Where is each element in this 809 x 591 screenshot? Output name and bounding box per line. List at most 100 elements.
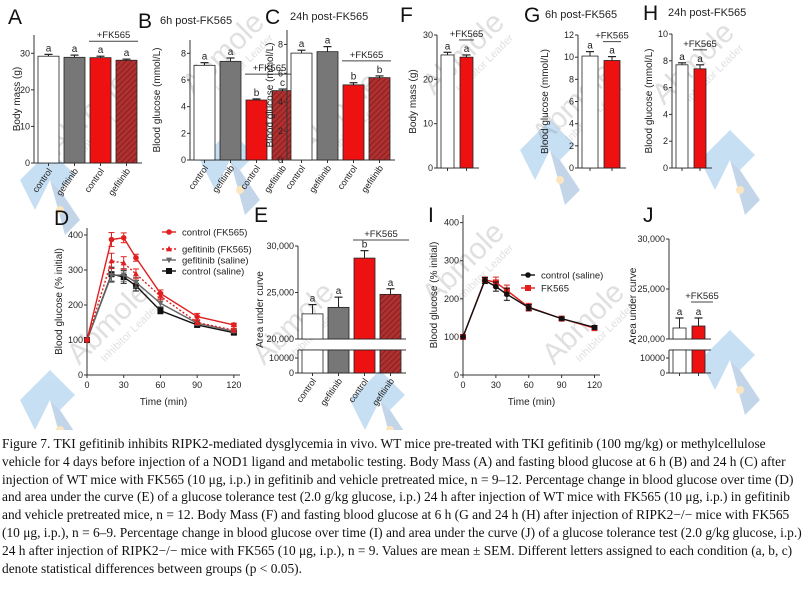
significance-letter: a xyxy=(679,52,685,63)
y-tick-label: 8 xyxy=(569,74,574,84)
significance-letter: a xyxy=(228,47,234,58)
watermark-logo-icon xyxy=(700,330,760,415)
x-tick-label: gefitinib xyxy=(262,163,288,194)
panel-letter: C xyxy=(265,6,280,29)
bar xyxy=(219,60,242,161)
data-point xyxy=(166,257,172,264)
panel-d: D 0 100 200 300 400 0 30 60 90 120 Blood glucose (%… xyxy=(54,207,252,408)
y-tick-label: 4 xyxy=(278,97,283,107)
y-tick-label: 8 xyxy=(181,48,186,58)
x-tick-label: 30 xyxy=(119,380,129,390)
data-point xyxy=(166,268,172,274)
logo-dot xyxy=(736,386,744,394)
bar xyxy=(440,54,455,169)
y-tick-label: 20,000 xyxy=(637,334,665,344)
significance-letter: b xyxy=(377,65,383,76)
y-axis-label: Body mass (g) xyxy=(408,69,419,133)
logo-shape xyxy=(700,130,755,190)
y-tick-label: 10000 xyxy=(640,353,665,363)
fk565-label: +FK565 xyxy=(364,229,398,240)
bar-lower xyxy=(353,349,376,374)
logo-shape xyxy=(350,370,405,430)
fk565-label: +FK565 xyxy=(350,50,384,61)
y-tick-label: 0 xyxy=(278,155,283,165)
bar xyxy=(63,56,86,164)
data-point xyxy=(194,319,201,325)
bar xyxy=(581,55,599,169)
x-axis-label: Time (min) xyxy=(140,397,187,408)
y-tick-label: 6 xyxy=(181,75,186,85)
x-axis-label: Time (min) xyxy=(508,397,555,408)
logo-dot xyxy=(56,426,64,430)
y-tick-label: 100 xyxy=(444,332,459,342)
bar-upper xyxy=(353,257,376,340)
fk565-label: +FK565 xyxy=(685,291,719,302)
bar xyxy=(459,56,474,169)
significance-letter: a xyxy=(464,44,470,55)
logo-dot xyxy=(386,426,394,430)
x-tick-label: gefitinib xyxy=(359,163,385,194)
y-tick-label: 200 xyxy=(444,294,459,304)
x-tick-label: 120 xyxy=(587,380,602,390)
y-axis-label: Area under curve xyxy=(628,267,639,344)
data-point xyxy=(132,270,139,277)
watermark-logo-icon xyxy=(520,120,580,205)
significance-letter: a xyxy=(325,36,331,47)
y-tick-label: 4 xyxy=(663,109,668,119)
panel-letter: E xyxy=(254,204,268,227)
panel-letter: H xyxy=(643,2,658,25)
y-tick-label: 0 xyxy=(78,370,83,380)
y-tick-label: 2 xyxy=(663,136,668,146)
logo-shape xyxy=(520,120,575,180)
y-tick-label: 4 xyxy=(181,102,186,112)
legend-label: control (saline) xyxy=(182,267,244,278)
y-tick-label: 25,000 xyxy=(637,284,665,294)
y-tick-label: 300 xyxy=(68,265,83,275)
y-tick-label: 200 xyxy=(68,300,83,310)
y-tick-label: 10 xyxy=(658,29,668,39)
bar xyxy=(603,60,621,169)
data-point xyxy=(525,272,531,278)
panel-letter: G xyxy=(524,4,540,27)
y-axis-label: Blood glucose (mmol/L) xyxy=(265,42,276,147)
fk565-label: +FK565 xyxy=(683,39,717,50)
y-tick-label: 0 xyxy=(454,370,459,380)
y-tick-label: 10 xyxy=(20,121,30,131)
y-tick-label: 10000 xyxy=(269,353,294,363)
y-tick-label: 400 xyxy=(68,230,83,240)
logo-shape xyxy=(730,160,760,215)
y-tick-label: 300 xyxy=(444,256,459,266)
significance-letter: b xyxy=(362,240,368,251)
y-tick-label: 0 xyxy=(289,368,294,378)
significance-letter: a xyxy=(46,43,52,54)
panel-title: 24h post-FK565 xyxy=(668,7,746,19)
fk565-label: +FK565 xyxy=(595,31,629,42)
legend-label: control (saline) xyxy=(541,271,603,282)
logo-dot xyxy=(556,176,564,184)
figure-caption: Figure 7. TKI gefitinib inhibits RIPK2-m… xyxy=(2,436,802,576)
data-point xyxy=(120,272,127,279)
bar-lower xyxy=(672,349,687,374)
data-point xyxy=(120,259,127,266)
x-tick-label: control xyxy=(186,163,210,191)
data-point xyxy=(84,337,90,343)
bar-upper xyxy=(301,313,324,340)
data-point xyxy=(108,257,115,264)
data-point xyxy=(157,290,164,297)
bar xyxy=(368,77,391,161)
y-tick-label: 10 xyxy=(564,52,574,62)
fk565-label: +FK565 xyxy=(253,63,287,74)
x-tick-label: gefitinib xyxy=(106,166,132,197)
bar xyxy=(675,64,689,169)
y-tick-label: 10 xyxy=(423,119,433,129)
watermark-logo-icon xyxy=(350,370,405,430)
bar-upper xyxy=(691,325,706,340)
y-tick-label: 8 xyxy=(278,39,283,49)
fk565-label: +FK565 xyxy=(450,29,484,40)
legend-label: gefitinib (saline) xyxy=(182,256,249,267)
bar xyxy=(89,57,112,164)
legend: control (saline) FK565 xyxy=(521,271,603,295)
